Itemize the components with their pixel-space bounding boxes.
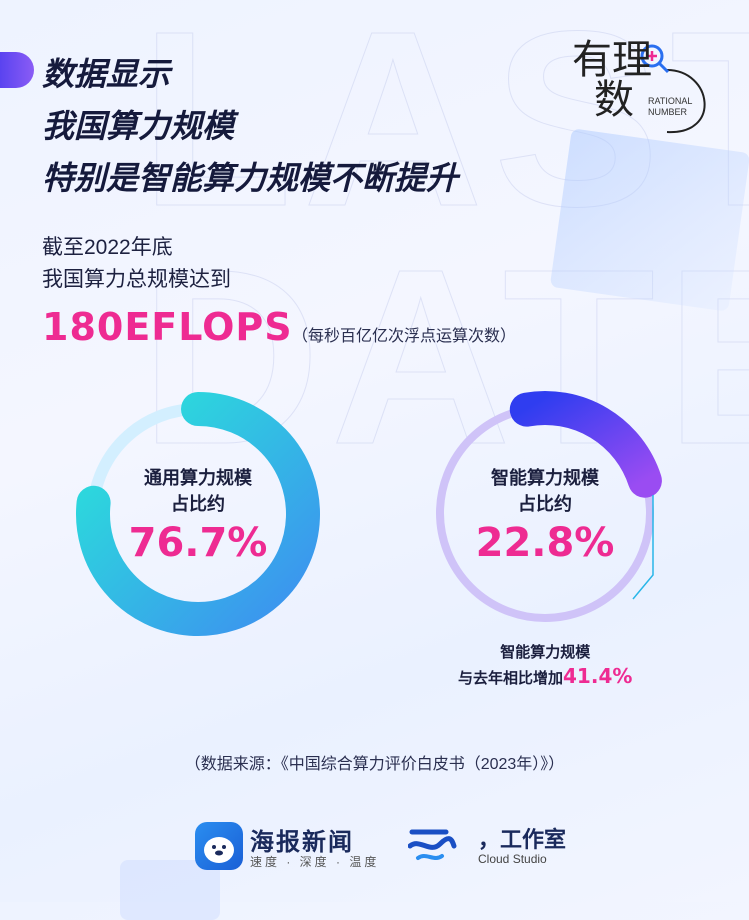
intro-line-1: 截至2022年底 (42, 236, 173, 259)
general-ring-label: 通用算力规模 占比约 (118, 466, 278, 518)
general-compute-ring (76, 392, 320, 636)
headline-line-1: 数据显示 (42, 55, 171, 93)
seal-mascot-icon (195, 822, 243, 870)
intelligent-label-line-1: 智能算力规模 (491, 468, 599, 489)
general-label-line-2: 占比约 (171, 494, 225, 515)
general-pct: 76.7% (128, 520, 268, 566)
intelligent-pct: 22.8% (475, 520, 615, 566)
logo-chars: 有理数 (572, 37, 652, 123)
intelligent-ring-label: 智能算力规模 占比约 (465, 466, 625, 518)
intelligent-compute-ring (436, 391, 662, 622)
general-label-line-1: 通用算力规模 (144, 468, 252, 489)
intelligent-ring-arc (509, 391, 662, 498)
decor-cube (549, 128, 749, 312)
callout-line (632, 495, 654, 600)
brand-haibao: 海报新闻 (250, 828, 354, 856)
rational-number-logo: 有理数 RATIONAL NUMBER (572, 40, 722, 140)
cloud-wave-icon (408, 829, 457, 860)
brand-cloud-studio: ，工作室 (478, 828, 567, 853)
headline: 数据显示 我国算力规模 特别是智能算力规模不断提升 (42, 48, 458, 204)
growth-line-1: 智能算力规模 (500, 643, 591, 661)
intro-text: 截至2022年底 我国算力总规模达到 (42, 232, 231, 296)
headline-line-2: 我国算力规模 (42, 107, 235, 145)
growth-line-2: 与去年相比增加41.4% (458, 664, 632, 690)
growth-annotation: 智能算力规模 与去年相比增加41.4% (458, 640, 632, 690)
headline-line-3: 特别是智能算力规模不断提升 (42, 159, 459, 197)
general-ring-arc (76, 392, 320, 636)
intelligent-label-line-2: 占比约 (518, 494, 572, 515)
total-compute-value: 180EFLOPS (42, 305, 293, 349)
total-compute-note: （每秒百亿亿次浮点运算次数） (292, 328, 517, 345)
data-source: （数据来源：《中国综合算力评价白皮书（2023年）》） (184, 756, 565, 773)
logo-swoosh-icon (640, 44, 706, 134)
growth-line-2-text: 与去年相比增加 (458, 669, 564, 687)
growth-pct: 41.4% (563, 664, 633, 688)
logo-subtitle: RATIONAL NUMBER (648, 96, 693, 117)
headline-accent-bar (0, 52, 34, 88)
intro-line-2: 我国算力总规模达到 (42, 268, 231, 291)
brand-cloud-studio-en: Cloud Studio (478, 852, 547, 866)
brand-haibao-slogan: 速度 · 深度 · 温度 (250, 855, 380, 869)
